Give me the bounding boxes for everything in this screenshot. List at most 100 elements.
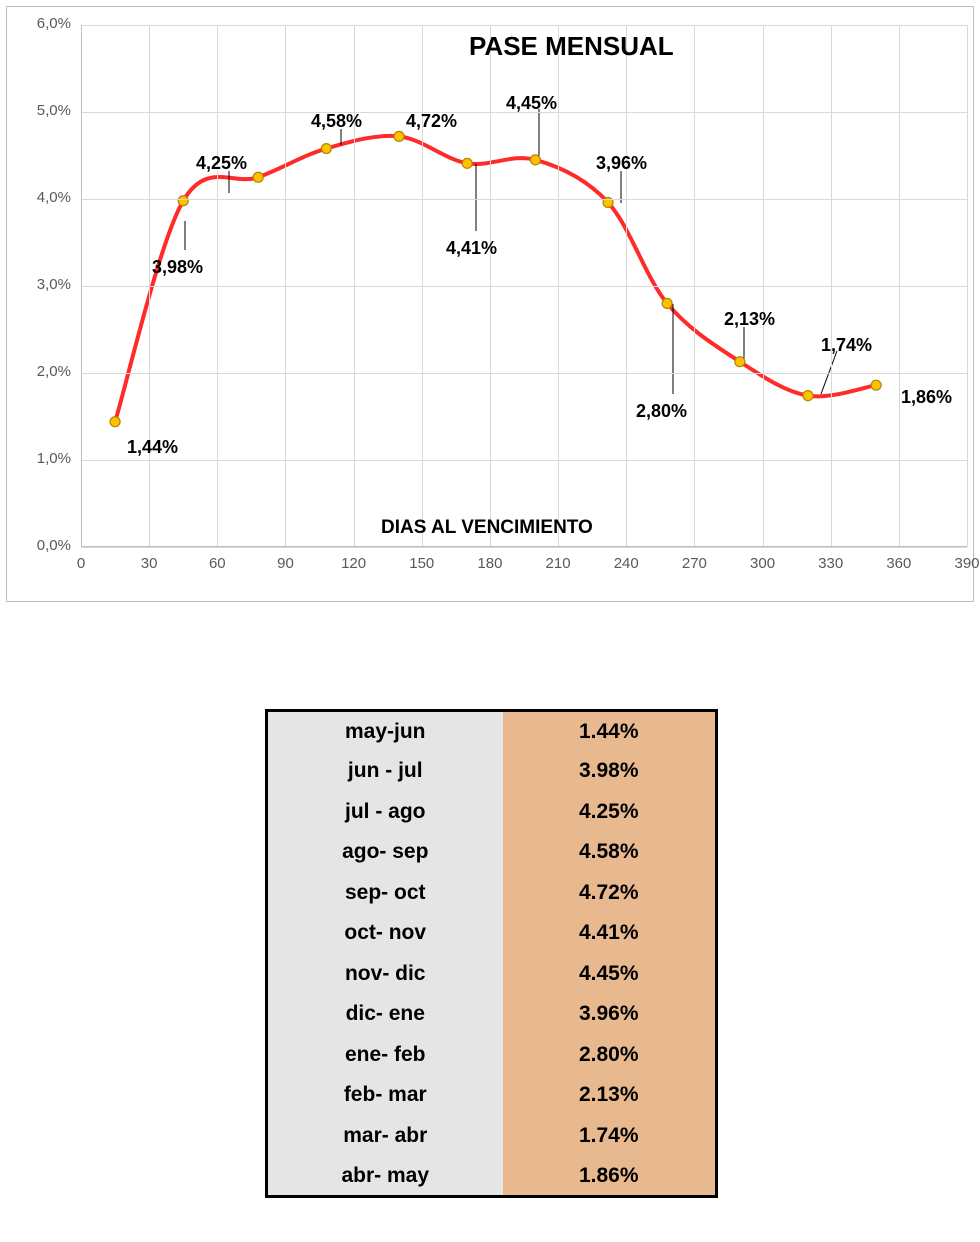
x-axis-title: DIAS AL VENCIMIENTO: [381, 517, 593, 539]
value-cell: 3.98%: [503, 751, 717, 792]
data-label: 1,74%: [821, 335, 872, 356]
grid-line-v: [831, 25, 832, 547]
period-cell: abr- may: [267, 1156, 503, 1197]
x-tick-label: 0: [61, 555, 101, 572]
period-cell: sep- oct: [267, 873, 503, 914]
grid-line-v: [149, 25, 150, 547]
value-cell: 4.45%: [503, 954, 717, 995]
value-cell: 1.74%: [503, 1116, 717, 1157]
value-cell: 4.72%: [503, 873, 717, 914]
grid-line-v: [694, 25, 695, 547]
chart-container: 1,44%3,98%4,25%4,58%4,72%4,41%4,45%3,96%…: [6, 6, 974, 602]
grid-line-v: [626, 25, 627, 547]
data-label: 2,13%: [724, 309, 775, 330]
y-tick-label: 0,0%: [11, 537, 71, 554]
value-cell: 1.44%: [503, 711, 717, 752]
data-label: 3,96%: [596, 153, 647, 174]
table-row: jun - jul3.98%: [267, 751, 717, 792]
data-marker: [462, 158, 472, 168]
data-marker: [662, 298, 672, 308]
table-row: dic- ene3.96%: [267, 994, 717, 1035]
table-row: ago- sep4.58%: [267, 832, 717, 873]
data-label: 4,72%: [406, 111, 457, 132]
data-marker: [321, 144, 331, 154]
y-tick-label: 1,0%: [11, 450, 71, 467]
chart-title: PASE MENSUAL: [469, 31, 674, 62]
y-tick-label: 4,0%: [11, 189, 71, 206]
data-marker: [803, 391, 813, 401]
table-row: nov- dic4.45%: [267, 954, 717, 995]
grid-line-h: [81, 373, 967, 374]
x-tick-label: 330: [811, 555, 851, 572]
x-tick-label: 120: [334, 555, 374, 572]
x-tick-label: 360: [879, 555, 919, 572]
x-tick-label: 150: [402, 555, 442, 572]
value-cell: 4.25%: [503, 792, 717, 833]
y-axis-line: [81, 25, 82, 547]
data-marker: [530, 155, 540, 165]
grid-line-v: [217, 25, 218, 547]
grid-line-h: [81, 199, 967, 200]
data-label: 4,25%: [196, 153, 247, 174]
data-table: may-jun1.44%jun - jul3.98%jul - ago4.25%…: [265, 709, 718, 1198]
grid-line-v: [422, 25, 423, 547]
period-cell: feb- mar: [267, 1075, 503, 1116]
data-marker: [735, 357, 745, 367]
grid-line-v: [763, 25, 764, 547]
table-row: ene- feb2.80%: [267, 1035, 717, 1076]
x-tick-label: 60: [197, 555, 237, 572]
period-cell: mar- abr: [267, 1116, 503, 1157]
grid-line-v: [285, 25, 286, 547]
value-cell: 2.13%: [503, 1075, 717, 1116]
data-marker: [110, 417, 120, 427]
y-tick-label: 3,0%: [11, 276, 71, 293]
data-marker: [394, 131, 404, 141]
period-cell: jul - ago: [267, 792, 503, 833]
value-cell: 3.96%: [503, 994, 717, 1035]
period-cell: ene- feb: [267, 1035, 503, 1076]
y-tick-label: 2,0%: [11, 363, 71, 380]
grid-line-v: [558, 25, 559, 547]
grid-line-v: [967, 25, 968, 547]
data-label: 1,44%: [127, 437, 178, 458]
table-row: mar- abr1.74%: [267, 1116, 717, 1157]
x-tick-label: 90: [265, 555, 305, 572]
period-cell: may-jun: [267, 711, 503, 752]
grid-line-v: [899, 25, 900, 547]
period-cell: ago- sep: [267, 832, 503, 873]
data-label: 1,86%: [901, 387, 952, 408]
period-cell: oct- nov: [267, 913, 503, 954]
grid-line-h: [81, 25, 967, 26]
data-marker: [178, 196, 188, 206]
x-tick-label: 30: [129, 555, 169, 572]
x-tick-label: 240: [606, 555, 646, 572]
y-tick-label: 6,0%: [11, 15, 71, 32]
data-label: 4,58%: [311, 111, 362, 132]
plot-area: 1,44%3,98%4,25%4,58%4,72%4,41%4,45%3,96%…: [81, 25, 967, 547]
x-tick-label: 210: [538, 555, 578, 572]
value-cell: 4.58%: [503, 832, 717, 873]
grid-line-h: [81, 547, 967, 548]
grid-line-h: [81, 460, 967, 461]
y-tick-label: 5,0%: [11, 102, 71, 119]
data-label: 2,80%: [636, 401, 687, 422]
table-row: abr- may1.86%: [267, 1156, 717, 1197]
grid-line-v: [354, 25, 355, 547]
data-marker: [871, 380, 881, 390]
value-cell: 4.41%: [503, 913, 717, 954]
data-table-container: may-jun1.44%jun - jul3.98%jul - ago4.25%…: [265, 709, 715, 1198]
period-cell: jun - jul: [267, 751, 503, 792]
period-cell: dic- ene: [267, 994, 503, 1035]
data-label: 4,45%: [506, 93, 557, 114]
value-cell: 1.86%: [503, 1156, 717, 1197]
x-axis-line: [81, 546, 967, 547]
table-row: feb- mar2.13%: [267, 1075, 717, 1116]
table-row: oct- nov4.41%: [267, 913, 717, 954]
x-tick-label: 270: [674, 555, 714, 572]
table-row: sep- oct4.72%: [267, 873, 717, 914]
value-cell: 2.80%: [503, 1035, 717, 1076]
grid-line-h: [81, 286, 967, 287]
grid-line-v: [490, 25, 491, 547]
x-tick-label: 390: [947, 555, 980, 572]
data-label: 3,98%: [152, 257, 203, 278]
